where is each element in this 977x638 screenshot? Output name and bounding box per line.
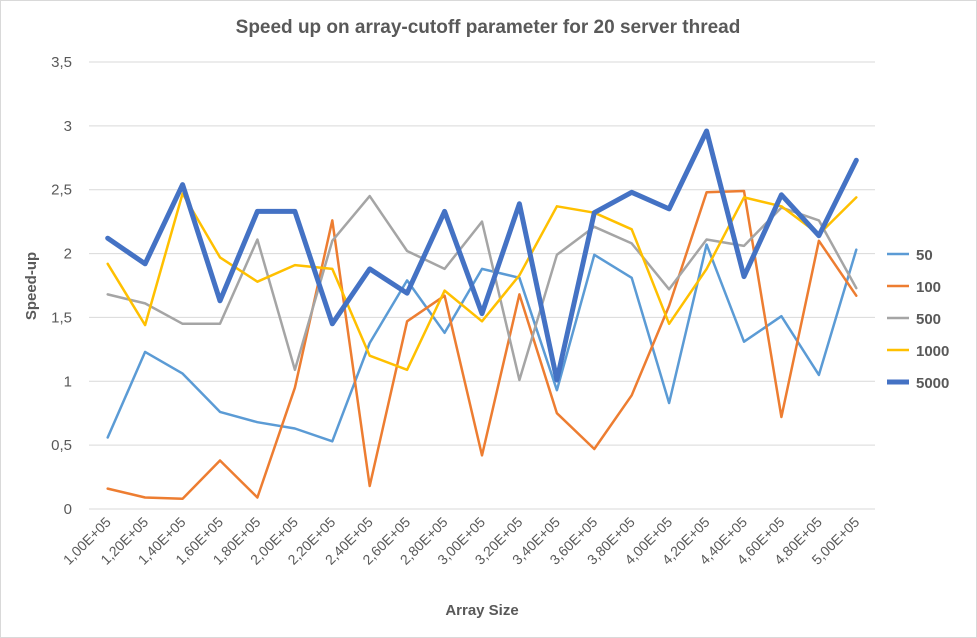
y-tick-label: 2,5 xyxy=(51,182,72,199)
gridlines xyxy=(89,61,875,510)
legend-label-50: 50 xyxy=(916,247,933,264)
series-lines xyxy=(105,128,859,501)
legend-label-500: 500 xyxy=(916,311,941,328)
y-tick-label: 3,5 xyxy=(51,54,72,71)
legend: 50 100 500 1000 5000 xyxy=(887,247,949,392)
y-axis-title: Speed-up xyxy=(23,252,40,320)
x-axis-title: Array Size xyxy=(445,602,518,619)
series-line-1000 xyxy=(106,192,858,372)
x-axis-tick-labels: 1,00E+051,20E+051,40E+051,60E+051,80E+05… xyxy=(60,514,863,568)
y-tick-label: 1 xyxy=(64,373,72,390)
y-tick-label: 2 xyxy=(64,246,72,263)
series-line-100 xyxy=(106,189,858,501)
y-tick-label: 1,5 xyxy=(51,309,72,326)
legend-label-5000: 5000 xyxy=(916,375,949,392)
legend-label-1000: 1000 xyxy=(916,343,949,360)
legend-label-100: 100 xyxy=(916,279,941,296)
y-tick-label: 0 xyxy=(64,501,72,518)
y-tick-label: 3 xyxy=(64,118,72,135)
series-line-500 xyxy=(106,194,858,382)
y-tick-label: 0,5 xyxy=(51,437,72,454)
chart-title: Speed up on array-cutoff parameter for 2… xyxy=(236,17,741,38)
y-axis-tick-labels: 0 0,5 1 1,5 2 2,5 3 3,5 xyxy=(51,54,72,518)
